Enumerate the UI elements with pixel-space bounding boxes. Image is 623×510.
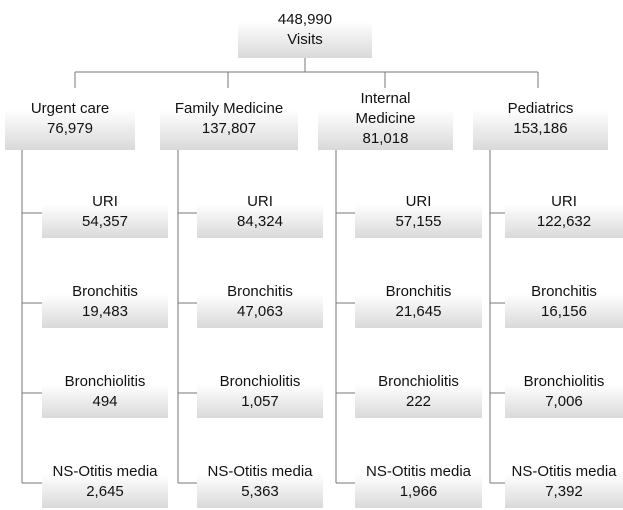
leaf-name: Bronchiolitis [378, 373, 459, 390]
leaf-node: NS-Otitis media 7,392 [505, 456, 623, 508]
leaf-name: Bronchiolitis [219, 373, 301, 390]
leaf-node: NS-Otitis media 2,645 [42, 456, 168, 508]
leaf-node: URI 57,155 [355, 186, 482, 238]
leaf-node: Bronchiolitis 1,057 [197, 366, 323, 418]
leaf-name: NS-Otitis media [365, 463, 472, 480]
leaf-name: Bronchitis [227, 283, 293, 300]
leaf-name: Bronchiolitis [523, 373, 605, 390]
branch-name: Family Medicine [174, 100, 284, 117]
branch-count: 76,979 [47, 120, 93, 137]
leaf-name: URI [405, 193, 432, 210]
leaf-node: Bronchiolitis 494 [42, 366, 168, 418]
leaf-name: URI [247, 193, 273, 210]
leaf-node: NS-Otitis media 1,966 [355, 456, 482, 508]
leaf-count: 222 [405, 393, 432, 410]
branch-name: Urgent care [30, 100, 110, 117]
leaf-name: Bronchitis [531, 283, 597, 300]
leaf-name: NS-Otitis media [511, 463, 617, 480]
leaf-node: Bronchiolitis 7,006 [505, 366, 623, 418]
leaf-count: 7,006 [545, 393, 583, 410]
branch-node: Family Medicine 137,807 [160, 88, 298, 150]
leaf-name: Bronchitis [385, 283, 452, 300]
leaf-count: 19,483 [82, 303, 128, 320]
leaf-count: 1,057 [241, 393, 279, 410]
leaf-count: 7,392 [545, 483, 583, 500]
leaf-count: 5,363 [241, 483, 279, 500]
leaf-count: 494 [92, 393, 118, 410]
leaf-node: Bronchitis 16,156 [505, 276, 623, 328]
leaf-name: Bronchiolitis [64, 373, 146, 390]
leaf-node: Bronchitis 47,063 [197, 276, 323, 328]
leaf-count: 54,357 [82, 213, 128, 230]
branch-count: 153,186 [513, 120, 568, 137]
leaf-count: 47,063 [237, 303, 283, 320]
branch-node: Internal Medicine 81,018 [318, 88, 453, 150]
branch-count: 81,018 [362, 130, 409, 147]
root-count: 448,990 [277, 11, 333, 28]
leaf-node: URI 54,357 [42, 186, 168, 238]
leaf-node: URI 122,632 [505, 186, 623, 238]
leaf-count: 1,966 [399, 483, 438, 500]
leaf-node: URI 84,324 [197, 186, 323, 238]
branch-count: 137,807 [201, 120, 257, 137]
leaf-name: Bronchitis [72, 283, 138, 300]
leaf-count: 84,324 [237, 213, 283, 230]
branch-name: Pediatrics [507, 100, 574, 117]
leaf-count: 2,645 [86, 483, 124, 500]
leaf-count: 21,645 [395, 303, 442, 320]
branch-node: Urgent care 76,979 [5, 88, 135, 150]
leaf-node: Bronchitis 21,645 [355, 276, 482, 328]
leaf-node: Bronchitis 19,483 [42, 276, 168, 328]
root-node: 448,990 Visits [238, 2, 372, 58]
branch-node: Pediatrics 153,186 [473, 88, 608, 150]
branch-name: Internal Medicine [355, 90, 416, 127]
leaf-name: NS-Otitis media [207, 463, 313, 480]
leaf-count: 122,632 [536, 213, 592, 230]
leaf-name: NS-Otitis media [52, 463, 158, 480]
leaf-count: 16,156 [541, 303, 587, 320]
leaf-name: URI [551, 193, 577, 210]
leaf-count: 57,155 [395, 213, 442, 230]
root-label: Visits [287, 31, 323, 48]
leaf-name: URI [92, 193, 118, 210]
leaf-node: NS-Otitis media 5,363 [197, 456, 323, 508]
leaf-node: Bronchiolitis 222 [355, 366, 482, 418]
